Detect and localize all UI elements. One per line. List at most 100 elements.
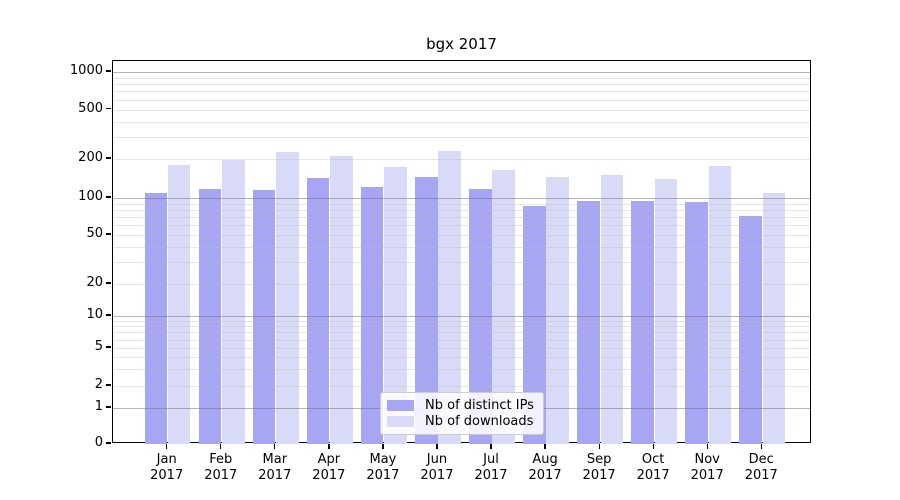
gridline-minor	[113, 326, 810, 328]
gridline-minor	[113, 159, 810, 160]
y-tick-mark	[106, 107, 111, 110]
gridline-minor	[113, 217, 810, 219]
bar-downloads-aug	[546, 177, 569, 444]
gridline-minor	[113, 246, 810, 248]
x-tick-mark	[328, 444, 330, 449]
gridline-minor	[113, 99, 810, 101]
gridline-major	[113, 316, 810, 317]
bar-downloads-feb	[222, 160, 245, 444]
gridline-minor	[113, 262, 810, 264]
gridline-minor	[113, 77, 810, 79]
legend-swatch-distinct-ips	[387, 400, 414, 411]
y-tick-mark	[106, 282, 111, 284]
gridline-minor	[113, 357, 810, 359]
x-tick-label: Jul 2017	[474, 452, 508, 483]
x-tick-mark	[760, 444, 762, 449]
y-tick-mark	[106, 233, 111, 235]
bar-downloads-jan	[168, 164, 191, 444]
y-tick-label: 500	[78, 100, 103, 116]
gridline-minor	[113, 386, 810, 387]
gridline-minor	[113, 225, 810, 227]
x-tick-label: Apr 2017	[312, 452, 346, 483]
legend-row-downloads: Nb of downloads	[387, 414, 537, 429]
bar-ips-jun	[415, 176, 438, 444]
x-tick-label: May 2017	[366, 452, 400, 483]
x-tick-label: Mar 2017	[258, 452, 292, 483]
x-tick-label: Aug 2017	[528, 452, 562, 483]
bar-ips-may	[361, 186, 384, 444]
x-tick-mark	[598, 444, 600, 449]
y-tick-mark	[106, 406, 111, 408]
bar-downloads-mar	[276, 151, 299, 444]
y-tick-label: 20	[86, 275, 103, 290]
y-tick-mark	[106, 442, 111, 444]
bar-ips-nov	[685, 202, 708, 444]
gridline-minor	[113, 332, 810, 334]
y-tick-mark	[106, 196, 111, 198]
gridline-minor	[113, 109, 810, 111]
y-tick-mark	[106, 70, 111, 72]
bar-downloads-nov	[708, 166, 731, 444]
y-tick-label: 0	[94, 435, 103, 450]
y-tick-label: 50	[86, 226, 103, 241]
x-tick-mark	[706, 444, 708, 449]
x-tick-mark	[166, 444, 168, 449]
y-tick-mark	[106, 384, 111, 386]
gridline-minor	[113, 369, 810, 371]
bar-ips-aug	[523, 206, 546, 444]
y-tick-label: 1	[94, 399, 103, 414]
y-tick-mark	[106, 157, 111, 159]
gridline-minor	[113, 209, 810, 211]
chart-title: bgx 2017	[426, 35, 497, 53]
bar-ips-apr	[307, 178, 330, 444]
x-tick-mark	[490, 444, 492, 449]
x-tick-mark	[382, 444, 384, 449]
bar-ips-jan	[144, 193, 168, 444]
bar-downloads-oct	[654, 179, 677, 444]
gridline-minor	[113, 84, 810, 86]
gridline-minor	[113, 91, 810, 93]
x-tick-label: Feb 2017	[204, 452, 238, 483]
bar-downloads-jun	[438, 150, 461, 444]
x-tick-mark	[652, 444, 654, 449]
y-tick-mark	[106, 314, 111, 316]
gridline-minor	[113, 121, 810, 123]
legend-swatch-downloads	[387, 416, 414, 427]
gridline-minor	[113, 137, 810, 139]
gridline-minor	[113, 235, 810, 236]
x-tick-mark	[436, 444, 438, 449]
x-tick-mark	[544, 444, 546, 449]
x-tick-label: Oct 2017	[636, 452, 670, 483]
x-tick-mark	[220, 444, 222, 449]
x-tick-label: Sep 2017	[582, 452, 616, 483]
y-tick-label: 10	[86, 307, 103, 322]
legend: Nb of distinct IPs Nb of downloads	[380, 392, 544, 435]
legend-label-downloads: Nb of downloads	[425, 414, 534, 429]
y-tick-label: 100	[78, 189, 103, 204]
bar-downloads-dec	[762, 192, 786, 444]
bar-downloads-jul	[492, 170, 515, 444]
x-tick-label: Nov 2017	[690, 452, 724, 483]
y-tick-label: 2	[94, 377, 103, 392]
gridline-minor	[113, 348, 810, 349]
bar-downloads-sep	[600, 175, 623, 444]
bars-layer	[113, 61, 810, 444]
x-tick-label: Dec 2017	[744, 452, 778, 483]
bar-ips-sep	[577, 201, 600, 444]
gridline-major	[113, 72, 810, 73]
plot-area	[112, 60, 811, 444]
legend-label-distinct-ips: Nb of distinct IPs	[425, 398, 534, 413]
gridline-minor	[113, 339, 810, 341]
x-tick-mark	[274, 444, 276, 449]
bar-ips-dec	[739, 216, 762, 444]
y-tick-label: 1000	[69, 63, 103, 78]
x-tick-label: Jan 2017	[150, 452, 184, 483]
gridline-minor	[113, 284, 810, 285]
gridline-minor	[113, 320, 810, 322]
gridline-major	[113, 198, 810, 199]
x-tick-label: Jun 2017	[420, 452, 454, 483]
legend-row-distinct-ips: Nb of distinct IPs	[387, 398, 537, 413]
bar-ips-oct	[631, 200, 654, 444]
y-tick-label: 200	[78, 150, 103, 165]
